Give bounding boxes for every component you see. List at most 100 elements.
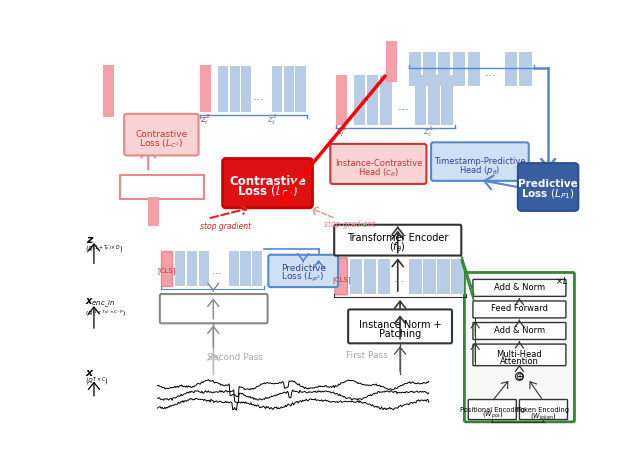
Text: ...: ... [252, 91, 264, 103]
Bar [367, 75, 378, 125]
Text: [CLS]: [CLS] [332, 276, 351, 283]
FancyBboxPatch shape [468, 400, 516, 419]
Text: Head $(c_\theta)$: Head $(c_\theta)$ [358, 166, 399, 179]
Bar [272, 66, 282, 112]
Bar [452, 52, 465, 86]
Bar [438, 52, 451, 86]
Bar [200, 64, 211, 112]
FancyBboxPatch shape [518, 163, 579, 211]
Bar [241, 66, 252, 112]
Bar [378, 259, 390, 294]
FancyBboxPatch shape [223, 158, 312, 208]
Text: $z_t^1$: $z_t^1$ [422, 124, 433, 139]
Text: Head $(p_\theta)$: Head $(p_\theta)$ [459, 164, 500, 177]
FancyBboxPatch shape [473, 344, 566, 365]
Text: $(\mathbb{R}^{T\times C})$: $(\mathbb{R}^{T\times C})$ [85, 376, 109, 388]
Bar [230, 66, 239, 112]
Text: [CLS]: [CLS] [157, 267, 176, 274]
Bar [467, 52, 480, 86]
Bar [423, 52, 436, 86]
Bar [380, 75, 392, 125]
Bar [437, 259, 450, 294]
Text: ...: ... [394, 274, 404, 284]
FancyBboxPatch shape [473, 279, 566, 296]
Text: stop gradient: stop gradient [200, 222, 252, 231]
FancyBboxPatch shape [465, 273, 575, 422]
Text: Contrastive: Contrastive [229, 175, 306, 188]
Text: Timestamp-Predictive: Timestamp-Predictive [434, 157, 525, 166]
Text: Loss $(L_{C^1})$: Loss $(L_{C^1})$ [237, 184, 298, 201]
Bar [520, 52, 532, 86]
FancyBboxPatch shape [520, 400, 568, 419]
Text: $(\mathbb{R}^{(1+T_p)\times D})$: $(\mathbb{R}^{(1+T_p)\times D})$ [85, 243, 124, 255]
Bar [451, 259, 463, 294]
FancyBboxPatch shape [348, 310, 452, 343]
Text: Contrastive: Contrastive [135, 130, 188, 139]
Bar [198, 251, 209, 286]
Bar [187, 251, 197, 286]
Text: $(f_\theta)$: $(f_\theta)$ [389, 240, 406, 254]
Circle shape [516, 373, 524, 380]
Bar [229, 251, 239, 286]
Bar [218, 66, 228, 112]
FancyBboxPatch shape [431, 142, 529, 181]
Text: $(W_{token})$: $(W_{token})$ [530, 410, 557, 421]
Text: Loss $(L_{C^2})$: Loss $(L_{C^2})$ [140, 137, 184, 150]
Bar [175, 251, 186, 286]
Text: Feed Forward: Feed Forward [491, 304, 548, 313]
Text: Add & Norm: Add & Norm [494, 283, 545, 292]
Text: Loss $(L_{p^2})$: Loss $(L_{p^2})$ [282, 271, 325, 284]
Bar [296, 66, 305, 112]
Text: Instance-Contrastive: Instance-Contrastive [335, 159, 422, 168]
FancyBboxPatch shape [124, 114, 198, 155]
Text: Multi-Head: Multi-Head [497, 350, 542, 359]
Text: ...: ... [212, 266, 223, 276]
Text: Predictive: Predictive [518, 179, 578, 189]
Text: ...: ... [484, 66, 497, 79]
FancyBboxPatch shape [268, 255, 338, 287]
Bar [120, 175, 204, 200]
Text: $(W_{pos})$: $(W_{pos})$ [481, 410, 503, 421]
Bar [336, 75, 347, 125]
Bar [408, 52, 421, 86]
Bar [386, 42, 397, 82]
FancyBboxPatch shape [334, 225, 461, 255]
Text: Add & Norm: Add & Norm [494, 326, 545, 335]
FancyBboxPatch shape [160, 294, 268, 323]
Bar [161, 251, 172, 286]
Text: $\times L$: $\times L$ [555, 274, 568, 286]
Text: $(\mathbb{R}^{(1+T_p)\times C \cdot P})$: $(\mathbb{R}^{(1+T_p)\times C \cdot P})$ [85, 309, 127, 319]
Text: Second Pass: Second Pass [207, 353, 263, 362]
Bar [349, 259, 362, 294]
FancyBboxPatch shape [473, 301, 566, 318]
Bar [241, 251, 250, 286]
Bar [415, 75, 426, 125]
Text: Predictive: Predictive [281, 264, 326, 273]
Bar [364, 259, 376, 294]
Text: Transformer Encoder: Transformer Encoder [347, 233, 449, 243]
Bar [103, 64, 114, 117]
Text: $\boldsymbol{x}_{enc\_in}$: $\boldsymbol{x}_{enc\_in}$ [85, 297, 116, 310]
Bar [423, 259, 436, 294]
FancyBboxPatch shape [330, 144, 426, 184]
Text: $z_t^2$: $z_t^2$ [267, 112, 278, 128]
Text: Loss $(L_{P1})$: Loss $(L_{P1})$ [521, 187, 575, 201]
Bar [441, 75, 452, 125]
Text: Instance Norm +: Instance Norm + [359, 320, 442, 330]
Text: $z_i^1$: $z_i^1$ [336, 124, 346, 139]
Text: $\oplus$: $\oplus$ [515, 371, 524, 382]
Bar [410, 259, 422, 294]
Bar [353, 75, 365, 125]
Text: ...: ... [398, 100, 410, 113]
Text: Attention: Attention [500, 357, 539, 366]
Bar [148, 197, 159, 226]
FancyBboxPatch shape [473, 322, 566, 339]
Bar [252, 251, 262, 286]
Text: $\boldsymbol{z}$: $\boldsymbol{z}$ [86, 235, 95, 245]
Text: Patching: Patching [379, 329, 421, 339]
Text: Token Encoding: Token Encoding [518, 407, 570, 412]
Bar [505, 52, 517, 86]
Text: First Pass: First Pass [346, 351, 388, 360]
Bar [284, 66, 294, 112]
FancyBboxPatch shape [335, 258, 348, 295]
